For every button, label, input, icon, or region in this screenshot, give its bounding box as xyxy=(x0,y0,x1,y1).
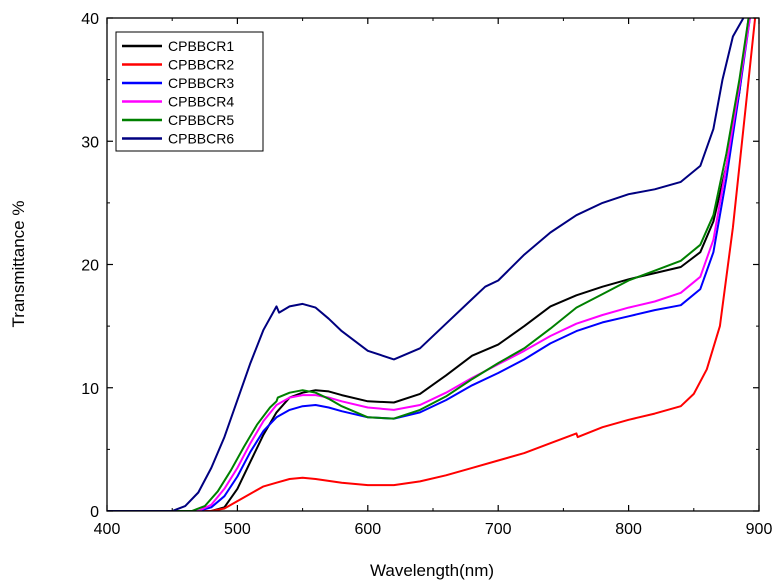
series-line-cpbbcr4 xyxy=(107,18,751,511)
legend-label-cpbbcr2: CPBBCR2 xyxy=(168,57,234,73)
series-line-cpbbcr2 xyxy=(107,18,757,511)
x-tick-label: 400 xyxy=(94,521,121,538)
x-tick-label: 900 xyxy=(746,521,773,538)
series-layer xyxy=(107,18,757,511)
x-tick-label: 800 xyxy=(615,521,642,538)
y-axis-title: Transmittance % xyxy=(9,201,28,328)
x-tick-label: 600 xyxy=(354,521,381,538)
legend-label-cpbbcr4: CPBBCR4 xyxy=(168,94,234,110)
series-line-cpbbcr6 xyxy=(107,18,745,511)
y-tick-label: 20 xyxy=(81,258,99,275)
y-tick-label: 40 xyxy=(81,11,99,28)
y-tick-label: 30 xyxy=(81,134,99,151)
ticks-layer: 400 500 600 700 800 900 0 10 20 30 40 xyxy=(81,11,772,538)
legend-label-cpbbcr3: CPBBCR3 xyxy=(168,75,234,91)
legend-box xyxy=(115,31,264,152)
series-line-cpbbcr1 xyxy=(107,18,750,511)
y-tick-label: 10 xyxy=(81,381,99,398)
x-tick-label: 500 xyxy=(224,521,251,538)
legend-label-cpbbcr1: CPBBCR1 xyxy=(168,38,234,54)
legend: CPBBCR1 CPBBCR2 CPBBCR3 CPBBCR4 CPBBCR5 CPBBC… xyxy=(115,31,264,152)
series-line-cpbbcr3 xyxy=(107,18,751,511)
x-tick-label: 700 xyxy=(485,521,512,538)
legend-label-cpbbcr6: CPBBCR6 xyxy=(168,131,234,147)
x-axis-title: Wavelength(nm) xyxy=(370,561,494,580)
y-tick-label: 0 xyxy=(90,504,99,521)
legend-label-cpbbcr5: CPBBCR5 xyxy=(168,112,234,128)
series-line-cpbbcr5 xyxy=(107,18,750,511)
